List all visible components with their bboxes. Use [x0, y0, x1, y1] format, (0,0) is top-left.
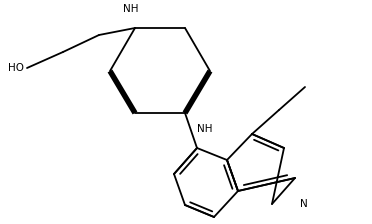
Text: N: N: [300, 199, 308, 209]
Text: NH: NH: [197, 123, 212, 134]
Text: NH: NH: [123, 4, 139, 14]
Text: HO: HO: [8, 63, 24, 73]
